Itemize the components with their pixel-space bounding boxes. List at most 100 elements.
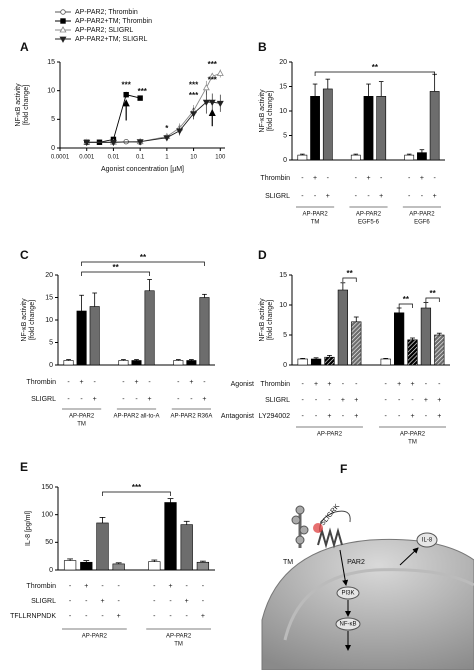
il8-label: IL-8 (422, 538, 433, 544)
condition-sign: - (315, 413, 318, 420)
condition-sign: - (342, 413, 345, 420)
condition-sign: - (398, 397, 401, 404)
condition-sign: + (437, 413, 441, 420)
y-tick-label: 10 (279, 108, 287, 115)
condition-sign: + (185, 598, 189, 605)
condition-sign: - (408, 193, 411, 200)
condition-sign: - (69, 598, 72, 605)
condition-sign: - (67, 379, 70, 386)
group-label: AP-PAR2 (356, 212, 382, 218)
condition-sign: - (421, 193, 424, 200)
bar (429, 91, 440, 161)
condition-sign: - (177, 396, 180, 403)
annotation: *** (208, 60, 218, 69)
y-tick-label: 10 (45, 317, 53, 324)
condition-sign: - (342, 381, 345, 388)
condition-sign: - (411, 397, 414, 404)
condition-sign: - (153, 598, 156, 605)
bar (199, 297, 210, 366)
condition-sign: - (328, 397, 331, 404)
bar (380, 358, 391, 366)
marker (60, 18, 66, 24)
group-label: TM (311, 220, 320, 226)
bar (434, 334, 445, 366)
condition-sign: + (397, 381, 401, 388)
group-label: AP-PAR2 (82, 634, 108, 640)
condition-sign: + (148, 396, 152, 403)
bar (420, 307, 432, 366)
condition-sign: - (118, 583, 121, 590)
significance-bracket (81, 271, 150, 276)
condition-sign: - (135, 396, 138, 403)
condition-sign: + (202, 396, 206, 403)
condition-sign: - (122, 396, 125, 403)
panel-letter: A (20, 40, 29, 54)
condition-sign: - (385, 413, 388, 420)
significance-label: ** (140, 253, 147, 262)
marker (190, 111, 198, 118)
condition-sign: - (302, 397, 305, 404)
par2-label: PAR2 (347, 559, 365, 566)
pi3k-label: PI3K (341, 591, 354, 597)
condition-sign: - (385, 397, 388, 404)
significance-label: ** (112, 263, 119, 272)
group-label: AP-PAR2 (69, 414, 95, 420)
marker (208, 99, 216, 106)
condition-sign: + (314, 381, 318, 388)
condition-sign: - (314, 193, 317, 200)
y-tick-label: 10 (279, 302, 287, 309)
condition-sign: - (367, 193, 370, 200)
bar (404, 154, 415, 161)
significance-bracket (81, 261, 205, 266)
bar (164, 502, 177, 571)
x-tick-label: 0.1 (136, 155, 145, 161)
condition-sign: - (202, 598, 205, 605)
bar (118, 360, 129, 366)
y-tick-label: 15 (47, 59, 55, 66)
y-tick-label: 20 (279, 59, 287, 66)
condition-sign: - (186, 613, 189, 620)
condition-sign: + (168, 583, 172, 590)
bar (297, 358, 308, 366)
bar (63, 360, 74, 366)
bar (297, 154, 308, 161)
legend-label: AP-PAR2; SLIGRL (75, 27, 133, 34)
condition-sign: - (101, 583, 104, 590)
legend-label: AP-PAR2; Thrombin (75, 9, 138, 16)
series-line (86, 94, 141, 143)
group-label: TM (174, 642, 183, 648)
condition-sign: - (148, 379, 151, 386)
y-axis-label: [fold change] (267, 300, 274, 340)
panel-letter: F (340, 462, 347, 476)
row-label: SLIGRL (265, 397, 290, 404)
tm-domain (291, 515, 301, 525)
marker (60, 9, 66, 15)
condition-sign: - (169, 598, 172, 605)
significance-label: ** (403, 295, 410, 304)
condition-sign: + (424, 397, 428, 404)
annotation: *** (122, 81, 132, 90)
y-axis-label: NF-κB activity (259, 298, 266, 342)
marker (109, 139, 117, 147)
row-label: SLIGRL (31, 598, 56, 605)
condition-sign: - (398, 413, 401, 420)
bar (363, 96, 374, 161)
condition-sign: - (438, 381, 441, 388)
bar (76, 310, 87, 366)
x-tick-label: 0.0001 (51, 155, 70, 161)
condition-sign: + (410, 381, 414, 388)
x-tick-label: 100 (215, 155, 226, 161)
series-line (86, 101, 221, 143)
annotation: *** (189, 91, 199, 100)
bar (322, 88, 333, 161)
y-axis-label: IL-8 [pg/ml] (25, 511, 32, 546)
marker (202, 83, 210, 91)
par2-receptor (317, 527, 343, 549)
tm-domain (295, 535, 305, 545)
bar (112, 563, 125, 571)
group-label: TM (408, 440, 417, 446)
il8-node (416, 532, 438, 548)
marker (123, 91, 129, 98)
bar (350, 154, 361, 161)
